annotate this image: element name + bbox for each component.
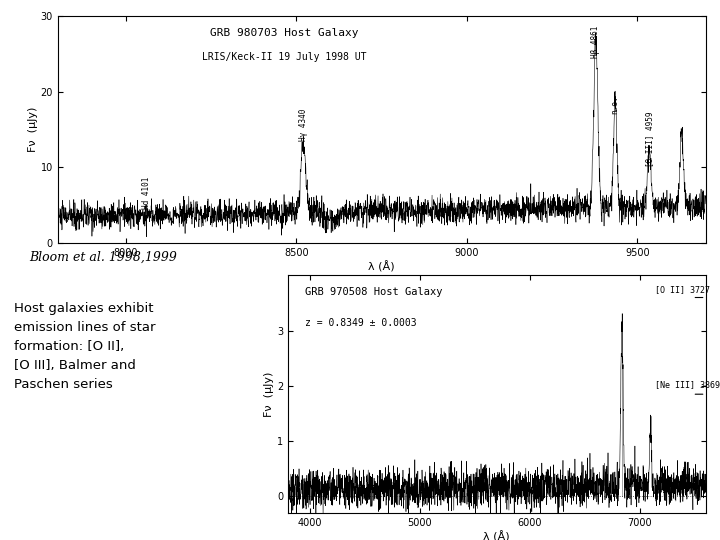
Text: [O III] 4959: [O III] 4959 xyxy=(646,112,654,167)
Text: [O II] 3727: [O II] 3727 xyxy=(655,285,711,294)
Text: n.e.: n.e. xyxy=(611,96,620,114)
Text: LRIS/Keck-II 19 July 1998 UT: LRIS/Keck-II 19 July 1998 UT xyxy=(202,52,366,63)
Y-axis label: Fν  (μJy): Fν (μJy) xyxy=(27,107,37,152)
Text: z = 0.8349 ± 0.0003: z = 0.8349 ± 0.0003 xyxy=(305,318,416,328)
X-axis label: λ (Å): λ (Å) xyxy=(484,531,510,540)
Text: [Ne III] 3869: [Ne III] 3869 xyxy=(655,380,720,389)
X-axis label: λ (Å): λ (Å) xyxy=(369,261,395,272)
Text: GRB 980703 Host Galaxy: GRB 980703 Host Galaxy xyxy=(210,28,359,38)
Text: Host galaxies exhibit
emission lines of star
formation: [O II],
[O III], Balmer : Host galaxies exhibit emission lines of … xyxy=(14,302,156,392)
Text: Bloom et al. 1998,1999: Bloom et al. 1998,1999 xyxy=(29,251,176,264)
Text: Hd 4101: Hd 4101 xyxy=(143,177,151,209)
Text: GRB 970508 Host Galaxy: GRB 970508 Host Galaxy xyxy=(305,287,442,298)
Text: Hγ 4340: Hγ 4340 xyxy=(299,109,307,141)
Text: Hβ 4861: Hβ 4861 xyxy=(591,25,600,58)
Y-axis label: Fν  (μJy): Fν (μJy) xyxy=(264,372,274,417)
